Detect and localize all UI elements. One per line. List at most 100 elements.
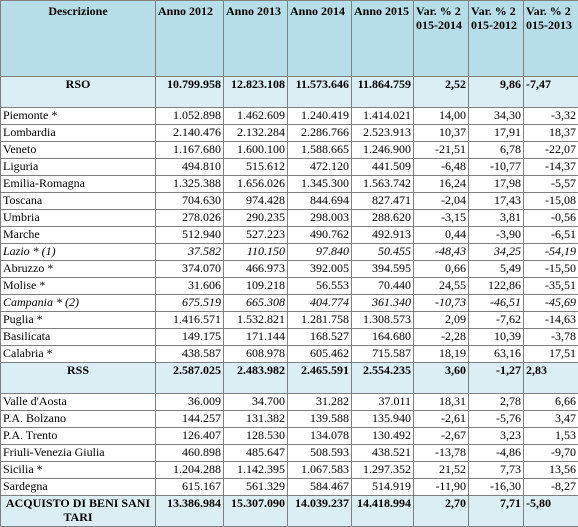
table-row: ACQUISTO DI BENI SANITARI 13.386.984 15.30… [0, 495, 578, 527]
cell: -46,51 [468, 294, 524, 312]
cell: 13,56 [523, 461, 578, 479]
table-row: Basilicata 149.175 171.144 168.527 164.680 -2… [0, 328, 578, 346]
table-row: Liguria 494.810 515.612 472.120 441.509 -6,48… [0, 158, 578, 176]
cell: 1.563.742 [351, 175, 414, 193]
cell: -15,08 [523, 192, 578, 210]
table-row: Sardegna 615.167 561.329 584.467 514.919 -11,… [0, 478, 578, 496]
cell: 392.005 [287, 260, 352, 278]
cell: -0,56 [523, 209, 578, 227]
cell: 10,39 [468, 328, 524, 346]
header-row: Descrizione Anno 2012 Anno 2013 Anno 2014 An… [0, 0, 578, 77]
cell: 56.553 [287, 277, 352, 295]
cell: 490.762 [287, 226, 352, 244]
cell: -15,50 [523, 260, 578, 278]
cell: -5,76 [468, 410, 524, 428]
cell: 131.382 [223, 410, 288, 428]
cell: -5,80 [523, 495, 578, 527]
cell: 492.913 [351, 226, 414, 244]
cell: 844.694 [287, 192, 352, 210]
cell: -21,51 [413, 141, 469, 159]
cell: 14,00 [413, 107, 469, 125]
cell: 288.620 [351, 209, 414, 227]
row-label: Sicilia * [0, 461, 156, 479]
cell: 11.573.646 [287, 76, 352, 108]
cell: -2,61 [413, 410, 469, 428]
row-label: Abruzzo * [0, 260, 156, 278]
cell: 584.467 [287, 478, 352, 496]
table-row: Friuli-Venezia Giulia 460.898 485.647 508.5… [0, 444, 578, 462]
cell: 34,25 [468, 243, 524, 261]
cell: 441.509 [351, 158, 414, 176]
cell: 2.286.766 [287, 124, 352, 142]
cell: 16,24 [413, 175, 469, 193]
row-label: Friuli-Venezia Giulia [0, 444, 156, 462]
row-label: P.A. Bolzano [0, 410, 156, 428]
cell: -3,90 [468, 226, 524, 244]
table-row: Sicilia * 1.204.288 1.142.395 1.067.583 1.29… [0, 461, 578, 479]
row-label: Puglia * [0, 311, 156, 329]
header-cell: Var. % 2015-2014 [413, 0, 469, 77]
cell: 144.257 [155, 410, 224, 428]
cell: 11.864.759 [351, 76, 414, 108]
cell: 2.554.235 [351, 362, 414, 394]
cell: 134.078 [287, 427, 352, 445]
cell: 1.067.583 [287, 461, 352, 479]
cell: 17,91 [468, 124, 524, 142]
cell: -6,48 [413, 158, 469, 176]
cell: 15.307.090 [223, 495, 288, 527]
cell: 6,78 [468, 141, 524, 159]
cell: 18,19 [413, 345, 469, 363]
cell: 974.428 [223, 192, 288, 210]
table-body: RSO 10.799.958 12.823.108 11.573.646 11.864.… [0, 76, 578, 527]
cell: 704.630 [155, 192, 224, 210]
row-label: Sardegna [0, 478, 156, 496]
cell: 0,66 [413, 260, 469, 278]
cell: 2,83 [523, 362, 578, 394]
cell: -7,47 [523, 76, 578, 108]
table-row: Umbria 278.026 290.235 298.003 288.620 -3,15 3… [0, 209, 578, 227]
cell: 2.465.591 [287, 362, 352, 394]
cell: -3,32 [523, 107, 578, 125]
cell: -48,43 [413, 243, 469, 261]
cell: 9,86 [468, 76, 524, 108]
row-label: Emilia-Romagna [0, 175, 156, 193]
cell: 1.345.300 [287, 175, 352, 193]
cell: 24,55 [413, 277, 469, 295]
cell: 31.606 [155, 277, 224, 295]
cell: 438.521 [351, 444, 414, 462]
cell: 1.167.680 [155, 141, 224, 159]
cell: 12.823.108 [223, 76, 288, 108]
row-label: Lazio * (1) [0, 243, 156, 261]
cell: 515.612 [223, 158, 288, 176]
row-label: Piemonte * [0, 107, 156, 125]
cell: 21,52 [413, 461, 469, 479]
cell: 1.325.388 [155, 175, 224, 193]
table-row: Emilia-Romagna 1.325.388 1.656.026 1.345.30… [0, 175, 578, 193]
cell: -16,30 [468, 478, 524, 496]
cell: 5,49 [468, 260, 524, 278]
cell: 17,98 [468, 175, 524, 193]
cell: 1.532.821 [223, 311, 288, 329]
cell: 14.039.237 [287, 495, 352, 527]
cell: -35,51 [523, 277, 578, 295]
cell: 70.440 [351, 277, 414, 295]
cell: 374.070 [155, 260, 224, 278]
cell: -22,07 [523, 141, 578, 159]
cell: 438.587 [155, 345, 224, 363]
cell: -45,69 [523, 294, 578, 312]
table-row: Puglia * 1.416.571 1.532.821 1.281.758 1.308… [0, 311, 578, 329]
row-label: Basilicata [0, 328, 156, 346]
table-row: RSO 10.799.958 12.823.108 11.573.646 11.864.… [0, 76, 578, 108]
cell: 164.680 [351, 328, 414, 346]
cell: 608.978 [223, 345, 288, 363]
cell: 605.462 [287, 345, 352, 363]
table-row: Piemonte * 1.052.898 1.462.609 1.240.419 1.4… [0, 107, 578, 125]
cell: 290.235 [223, 209, 288, 227]
cell: 97.840 [287, 243, 352, 261]
cell: 130.492 [351, 427, 414, 445]
cell: 168.527 [287, 328, 352, 346]
cell: 37.011 [351, 393, 414, 411]
cell: 122,86 [468, 277, 524, 295]
cell: 13.386.984 [155, 495, 224, 527]
row-label: Campania * (2) [0, 294, 156, 312]
